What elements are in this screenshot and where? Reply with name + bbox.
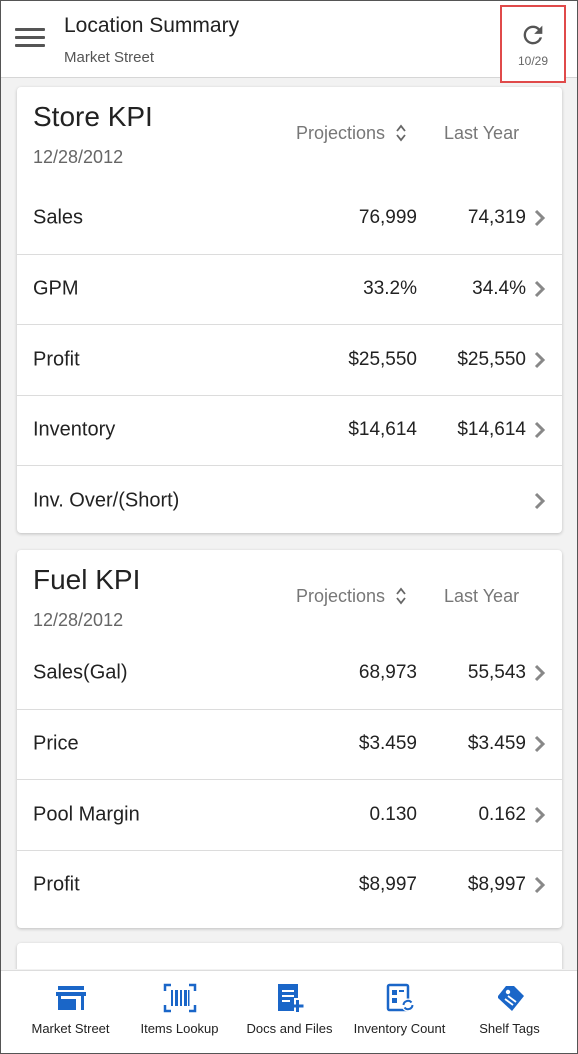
column-header-last-year: Last Year xyxy=(444,586,520,606)
projections-sort-header[interactable]: Projections xyxy=(296,586,406,607)
app-header: Location Summary Market Street 10/29 xyxy=(1,1,577,83)
refresh-button[interactable]: 10/29 xyxy=(500,5,566,83)
row-label: Price xyxy=(33,732,79,755)
row-last-year-value: 0.162 xyxy=(478,803,526,825)
chevron-right-icon xyxy=(534,422,546,439)
sort-icon xyxy=(396,587,406,605)
card-title: Store KPI xyxy=(33,101,153,132)
row-label: Inv. Over/(Short) xyxy=(33,489,180,512)
chevron-right-icon xyxy=(534,210,546,227)
store-icon xyxy=(55,986,86,1010)
nav-shelf-tags[interactable]: Shelf Tags xyxy=(452,971,567,1053)
column-header-projections: Projections xyxy=(296,586,386,606)
column-header-projections: Projections xyxy=(296,123,386,143)
chevron-right-icon xyxy=(534,665,546,682)
kpi-row-pool-margin[interactable]: Pool Margin 0.130 0.162 xyxy=(17,779,562,850)
document-add-icon xyxy=(277,984,303,1012)
kpi-row-fuel-profit[interactable]: Profit $8,997 $8,997 xyxy=(17,849,562,921)
fuel-kpi-rows: Sales(Gal) 68,973 55,543 Price $3.459 $3… xyxy=(17,638,562,920)
nav-label: Market Street xyxy=(31,1021,110,1036)
row-last-year-value: 74,319 xyxy=(467,207,526,229)
row-label: Pool Margin xyxy=(33,803,140,826)
last-refresh-date: 10/29 xyxy=(517,54,549,68)
row-projection-value: $25,550 xyxy=(348,348,417,370)
sort-icon xyxy=(396,124,406,142)
nav-inventory-count[interactable]: Inventory Count xyxy=(342,971,457,1053)
chevron-right-icon xyxy=(534,351,546,368)
tag-icon xyxy=(497,986,524,1011)
card-date: 12/28/2012 xyxy=(33,147,124,167)
row-last-year-value: $25,550 xyxy=(457,348,526,370)
page-title: Location Summary xyxy=(64,14,240,37)
row-projection-value: 68,973 xyxy=(358,662,417,684)
row-last-year-value: 55,543 xyxy=(467,662,526,684)
store-kpi-card: Store KPI 12/28/2012 Projections Last Ye… xyxy=(17,87,562,533)
row-last-year-value: 34.4% xyxy=(472,278,526,300)
barcode-scan-icon xyxy=(163,983,196,1013)
nav-docs-and-files[interactable]: Docs and Files xyxy=(232,971,347,1053)
nav-label: Docs and Files xyxy=(246,1021,333,1036)
chevron-right-icon xyxy=(534,281,546,298)
nav-label: Items Lookup xyxy=(140,1021,219,1036)
row-projection-value: $3.459 xyxy=(358,733,417,755)
kpi-row-gpm[interactable]: GPM 33.2% 34.4% xyxy=(17,253,562,325)
chevron-right-icon xyxy=(534,736,546,753)
bottom-navigation: Market Street Items Lookup Docs xyxy=(1,970,577,1053)
kpi-row-inv-over-short[interactable]: Inv. Over/(Short) xyxy=(17,465,562,536)
kpi-row-profit[interactable]: Profit $25,550 $25,550 xyxy=(17,324,562,395)
kpi-row-sales-gal[interactable]: Sales(Gal) 68,973 55,543 xyxy=(17,638,562,709)
row-label: Sales xyxy=(33,206,84,229)
nav-items-lookup[interactable]: Items Lookup xyxy=(122,971,237,1053)
nav-label: Inventory Count xyxy=(353,1021,446,1036)
refresh-icon xyxy=(523,25,543,45)
nav-market-street[interactable]: Market Street xyxy=(13,971,128,1053)
location-subtitle: Market Street xyxy=(64,49,155,66)
row-last-year-value: $3.459 xyxy=(467,733,526,755)
chevron-right-icon xyxy=(534,877,546,894)
row-projection-value: 0.130 xyxy=(369,803,417,825)
row-last-year-value: $8,997 xyxy=(467,874,526,896)
store-kpi-rows: Sales 76,999 74,319 GPM 33.2% 34.4% Prof… xyxy=(17,183,562,536)
main-content: Store KPI 12/28/2012 Projections Last Ye… xyxy=(1,79,577,969)
column-header-last-year: Last Year xyxy=(444,123,520,143)
kpi-row-sales[interactable]: Sales 76,999 74,319 xyxy=(17,183,562,254)
card-date: 12/28/2012 xyxy=(33,610,124,630)
nav-label: Shelf Tags xyxy=(479,1021,540,1036)
fuel-kpi-card: Fuel KPI 12/28/2012 Projections Last Yea… xyxy=(17,550,562,928)
kpi-row-inventory[interactable]: Inventory $14,614 $14,614 xyxy=(17,394,562,466)
row-label: Profit xyxy=(33,348,80,371)
row-label: Profit xyxy=(33,873,80,896)
card-title: Fuel KPI xyxy=(33,564,141,595)
row-projection-value: 76,999 xyxy=(358,207,417,229)
row-projection-value: $14,614 xyxy=(348,419,417,441)
hamburger-menu-icon[interactable] xyxy=(15,28,45,50)
row-last-year-value: $14,614 xyxy=(457,419,526,441)
row-label: Inventory xyxy=(33,418,116,441)
kpi-row-price[interactable]: Price $3.459 $3.459 xyxy=(17,708,562,780)
chevron-right-icon xyxy=(534,492,546,509)
chevron-right-icon xyxy=(534,806,546,823)
inventory-sync-icon xyxy=(386,983,414,1012)
next-card-partial xyxy=(17,943,562,969)
projections-sort-header[interactable]: Projections xyxy=(296,123,406,144)
row-label: Sales(Gal) xyxy=(33,661,128,684)
row-projection-value: 33.2% xyxy=(363,278,417,300)
row-label: GPM xyxy=(33,277,79,300)
row-projection-value: $8,997 xyxy=(358,874,417,896)
